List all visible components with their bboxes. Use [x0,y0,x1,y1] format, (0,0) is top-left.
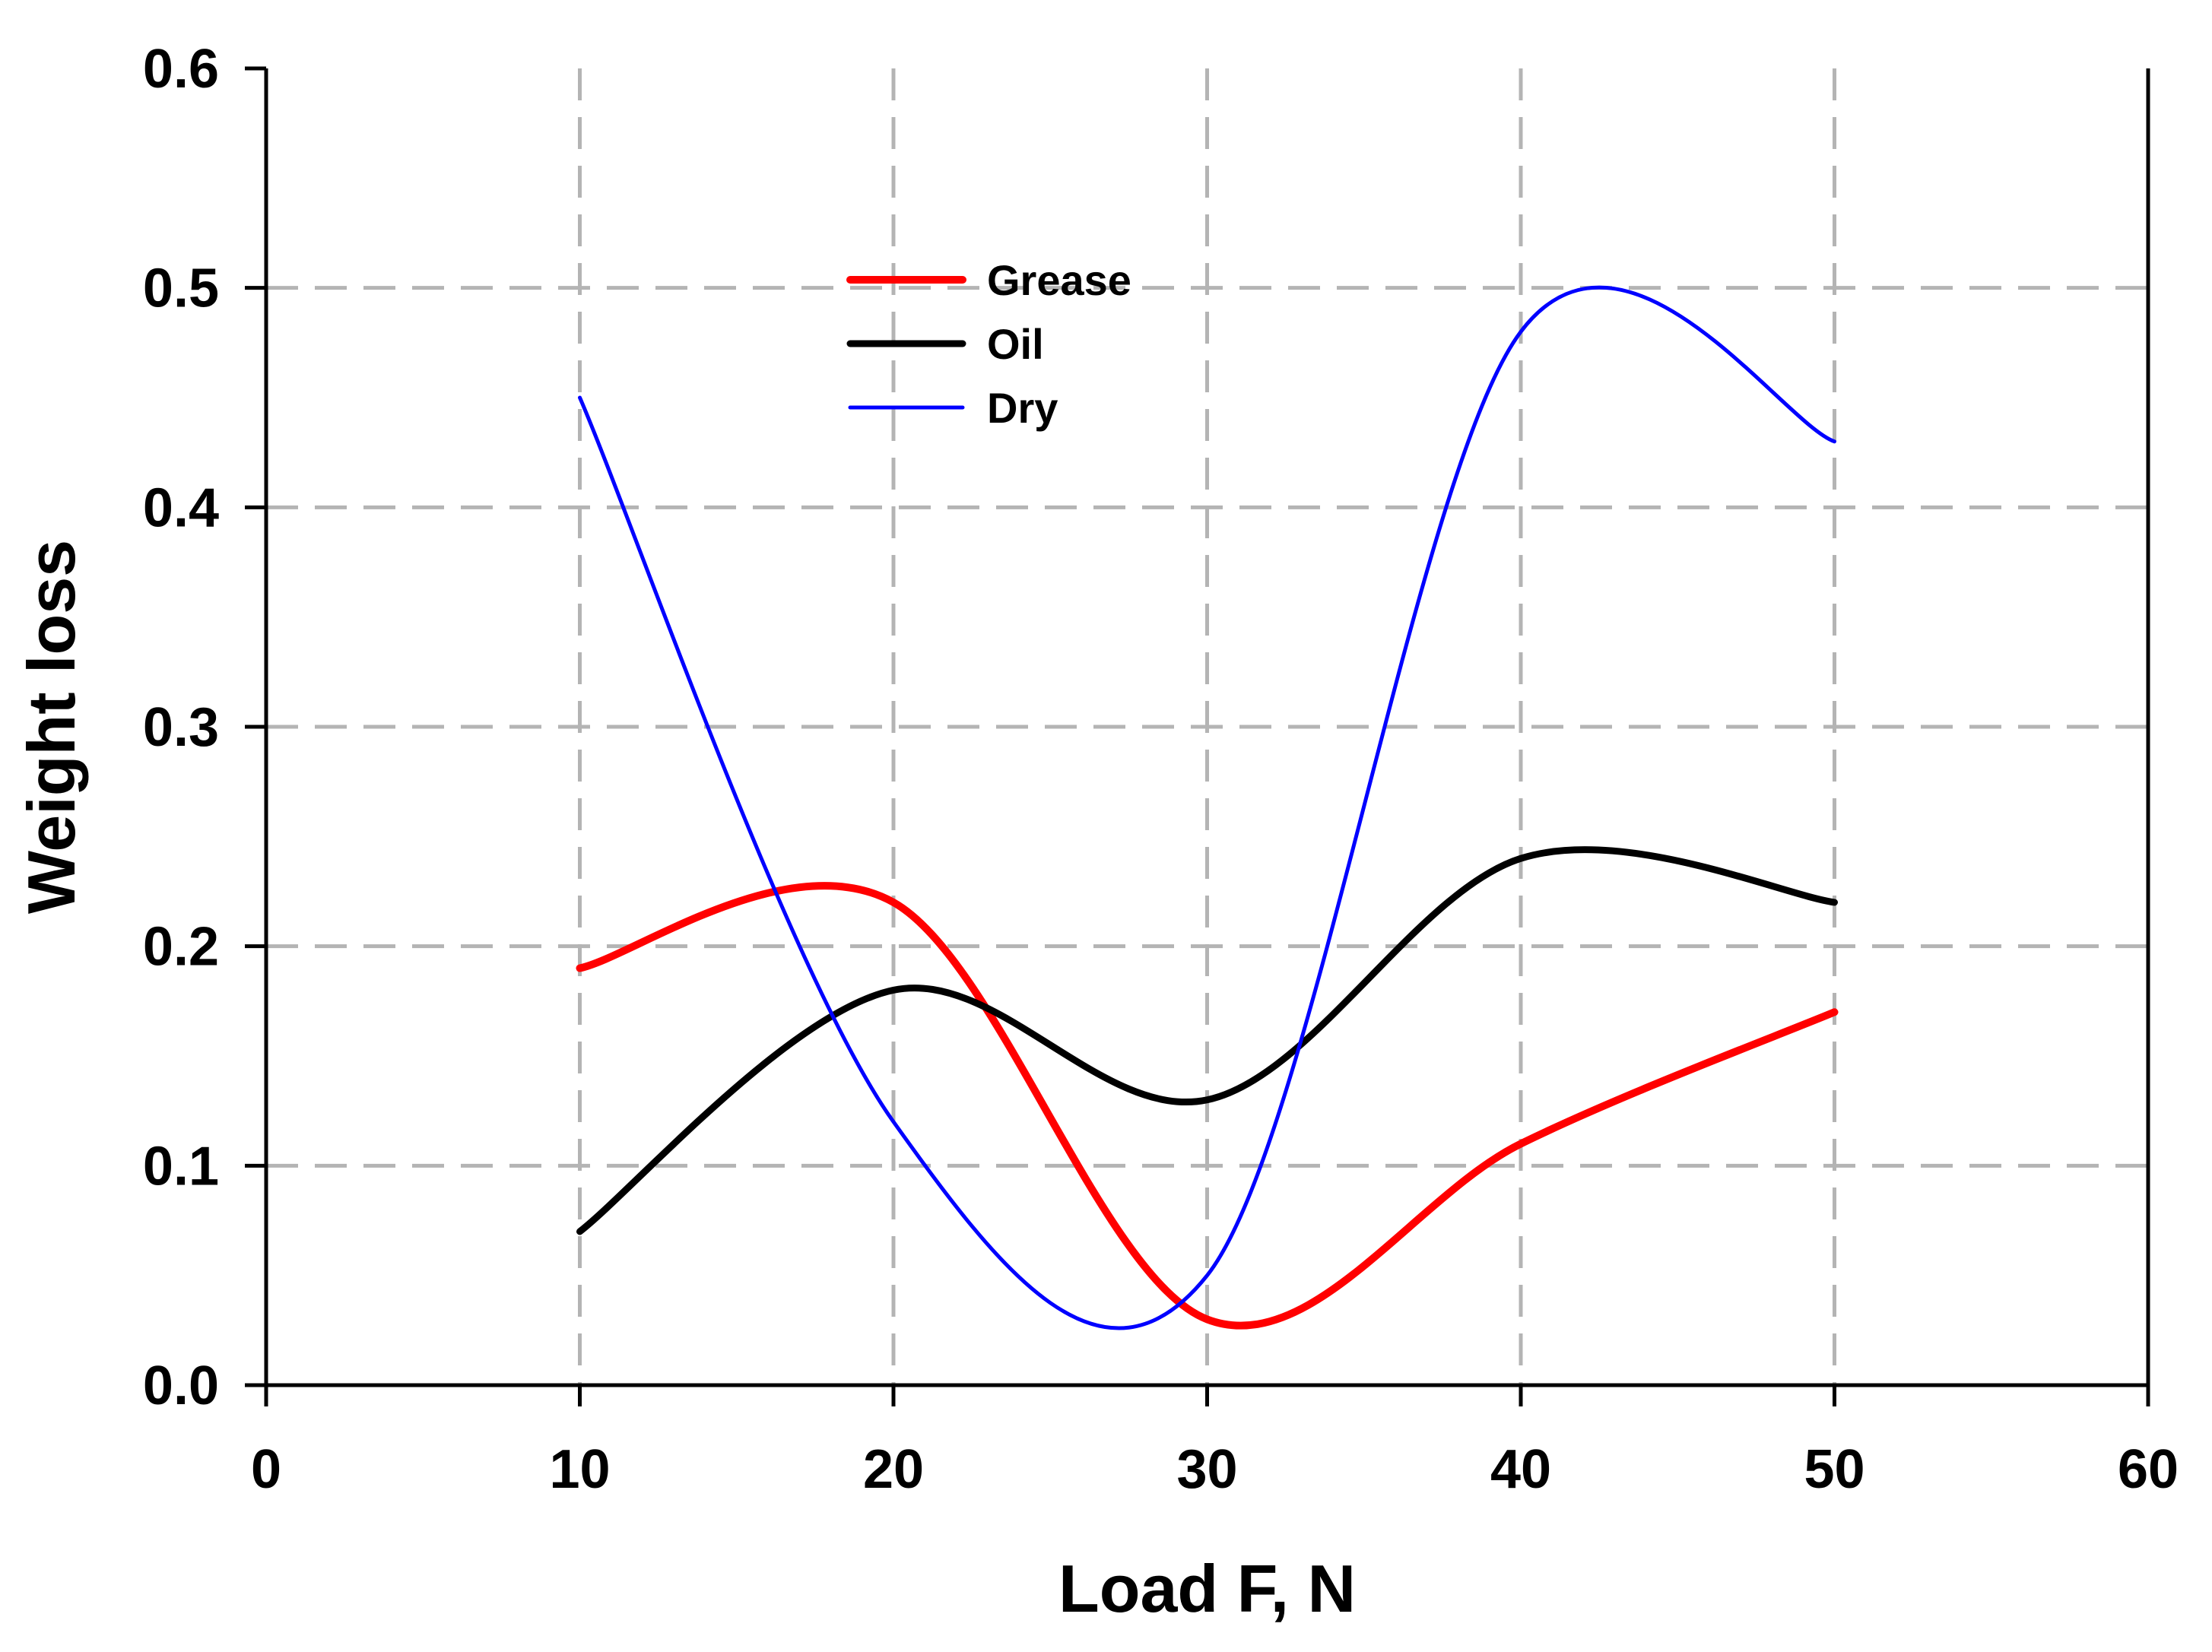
y-tick-label: 0.6 [143,39,219,100]
series-line-oil [576,846,1838,1235]
y-tick-label: 0.1 [143,1136,219,1197]
series-line-dry [578,285,1836,1330]
y-axis-title: Weight loss [14,540,89,914]
legend-label-dry: Dry [987,384,1058,432]
legend-label-oil: Oil [987,320,1044,368]
x-tick-label: 60 [2118,1439,2179,1500]
series-line-grease [576,882,1839,1330]
y-tick-label: 0.0 [143,1356,219,1416]
x-tick-label: 20 [863,1439,924,1500]
axes [245,66,2150,1406]
x-tick-label: 30 [1176,1439,1237,1500]
y-tick-label: 0.2 [143,917,219,978]
y-tick-label: 0.5 [143,258,219,319]
y-tick-label: 0.3 [143,697,219,758]
x-tick-label: 10 [549,1439,610,1500]
grid [266,68,2148,1385]
series-lines [576,285,1839,1330]
x-tick-label: 0 [251,1439,281,1500]
x-axis-title: Load F, N [1058,1551,1356,1626]
y-tick-label: 0.4 [143,477,219,538]
x-tick-label: 50 [1804,1439,1864,1500]
legend-label-grease: Grease [987,256,1131,304]
tick-labels: 0 10 20 30 40 50 60 0.0 0.1 0.2 0.3 0.4 0.5 0.6 [143,39,2179,1500]
legend: Grease Oil Dry [846,256,1131,432]
x-tick-label: 40 [1490,1439,1551,1500]
